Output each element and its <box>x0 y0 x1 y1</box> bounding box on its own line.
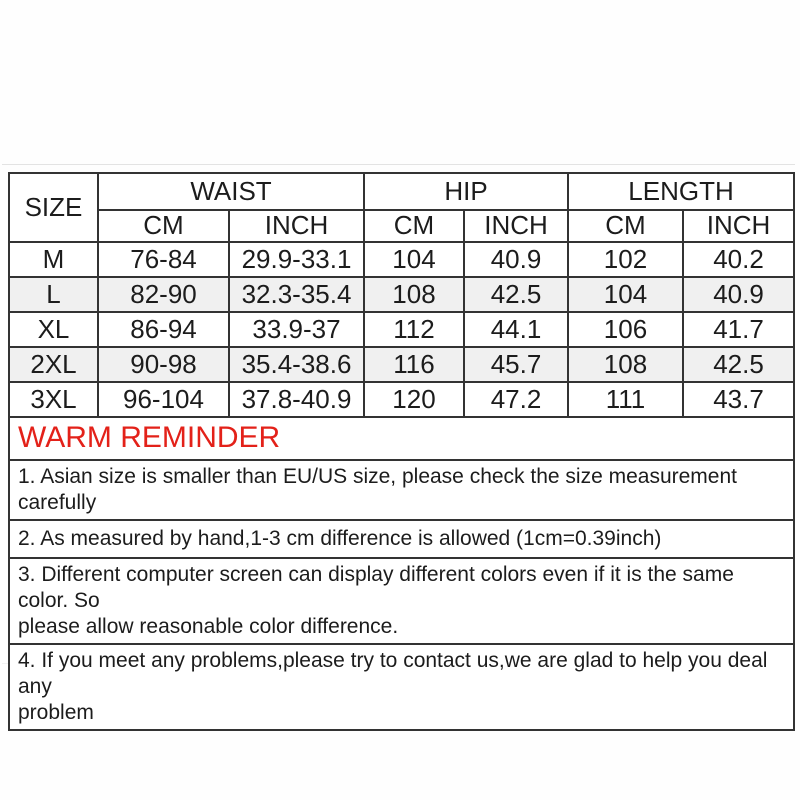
value-cell-waist-inch: 33.9-37 <box>228 311 365 348</box>
value-cell-hip-cm: 120 <box>363 381 465 418</box>
note-text-3: 3. Different computer screen can display… <box>8 557 795 645</box>
header-row-units: CM INCH CM INCH CM INCH <box>9 209 795 243</box>
value-cell-hip-cm: 112 <box>363 311 465 348</box>
table-row-size-l: L 82-90 32.3-35.4 108 42.5 104 40.9 <box>8 276 795 313</box>
subheader-cell-hip-cm: CM <box>363 209 465 243</box>
size-cell: M <box>8 241 99 278</box>
value-cell-hip-cm: 116 <box>363 346 465 383</box>
value-cell-waist-inch: 37.8-40.9 <box>228 381 365 418</box>
warm-reminder-row: WARM REMINDER <box>8 416 795 461</box>
value-cell-length-cm: 108 <box>567 346 684 383</box>
size-cell: L <box>8 276 99 313</box>
value-cell-hip-cm: 104 <box>363 241 465 278</box>
value-cell-hip-inch: 42.5 <box>463 276 569 313</box>
table-row-size-2xl: 2XL 90-98 35.4-38.6 116 45.7 108 42.5 <box>8 346 795 383</box>
note-row-2: 2. As measured by hand,1-3 cm difference… <box>8 519 795 559</box>
table-row-size-3xl: 3XL 96-104 37.8-40.9 120 47.2 111 43.7 <box>8 381 795 418</box>
value-cell-length-cm: 104 <box>567 276 684 313</box>
value-cell-waist-inch: 32.3-35.4 <box>228 276 365 313</box>
value-cell-length-inch: 40.2 <box>682 241 795 278</box>
value-cell-length-cm: 111 <box>567 381 684 418</box>
subheader-cell-waist-inch: INCH <box>228 209 365 243</box>
table-row-size-xl: XL 86-94 33.9-37 112 44.1 106 41.7 <box>8 311 795 348</box>
table-row-size-m: M 76-84 29.9-33.1 104 40.9 102 40.2 <box>8 241 795 278</box>
value-cell-hip-inch: 45.7 <box>463 346 569 383</box>
value-cell-waist-inch: 35.4-38.6 <box>228 346 365 383</box>
header-cell-length: LENGTH <box>567 172 795 211</box>
subheader-cell-length-cm: CM <box>567 209 684 243</box>
value-cell-length-cm: 106 <box>567 311 684 348</box>
value-cell-waist-cm: 82-90 <box>97 276 230 313</box>
value-cell-waist-cm: 90-98 <box>97 346 230 383</box>
value-cell-hip-inch: 47.2 <box>463 381 569 418</box>
value-cell-waist-cm: 76-84 <box>97 241 230 278</box>
size-cell: XL <box>8 311 99 348</box>
faint-divider-line-top <box>2 164 795 165</box>
value-cell-length-inch: 40.9 <box>682 276 795 313</box>
value-cell-waist-cm: 96-104 <box>97 381 230 418</box>
subheader-cell-waist-cm: CM <box>97 209 230 243</box>
header-cell-hip: HIP <box>363 172 569 211</box>
note-text-2: 2. As measured by hand,1-3 cm difference… <box>8 519 795 559</box>
subheader-cell-length-inch: INCH <box>682 209 795 243</box>
value-cell-hip-cm: 108 <box>363 276 465 313</box>
size-cell: 2XL <box>8 346 99 383</box>
header-row-groups: SIZE WAIST HIP LENGTH <box>8 172 795 243</box>
warm-reminder-title: WARM REMINDER <box>8 416 795 461</box>
value-cell-length-inch: 41.7 <box>682 311 795 348</box>
size-chart-table: SIZE WAIST HIP LENGTH CM INCH CM INCH CM… <box>8 172 795 731</box>
note-text-1: 1. Asian size is smaller than EU/US size… <box>8 459 795 521</box>
size-cell: 3XL <box>8 381 99 418</box>
header-cell-size: SIZE <box>8 172 99 243</box>
note-text-4: 4. If you meet any problems,please try t… <box>8 643 795 731</box>
note-row-4: 4. If you meet any problems,please try t… <box>8 643 795 731</box>
value-cell-length-cm: 102 <box>567 241 684 278</box>
value-cell-length-inch: 42.5 <box>682 346 795 383</box>
value-cell-hip-inch: 40.9 <box>463 241 569 278</box>
value-cell-waist-cm: 86-94 <box>97 311 230 348</box>
value-cell-waist-inch: 29.9-33.1 <box>228 241 365 278</box>
subheader-cell-hip-inch: INCH <box>463 209 569 243</box>
value-cell-length-inch: 43.7 <box>682 381 795 418</box>
value-cell-hip-inch: 44.1 <box>463 311 569 348</box>
note-row-1: 1. Asian size is smaller than EU/US size… <box>8 459 795 521</box>
header-cell-waist: WAIST <box>97 172 365 211</box>
note-row-3: 3. Different computer screen can display… <box>8 557 795 645</box>
